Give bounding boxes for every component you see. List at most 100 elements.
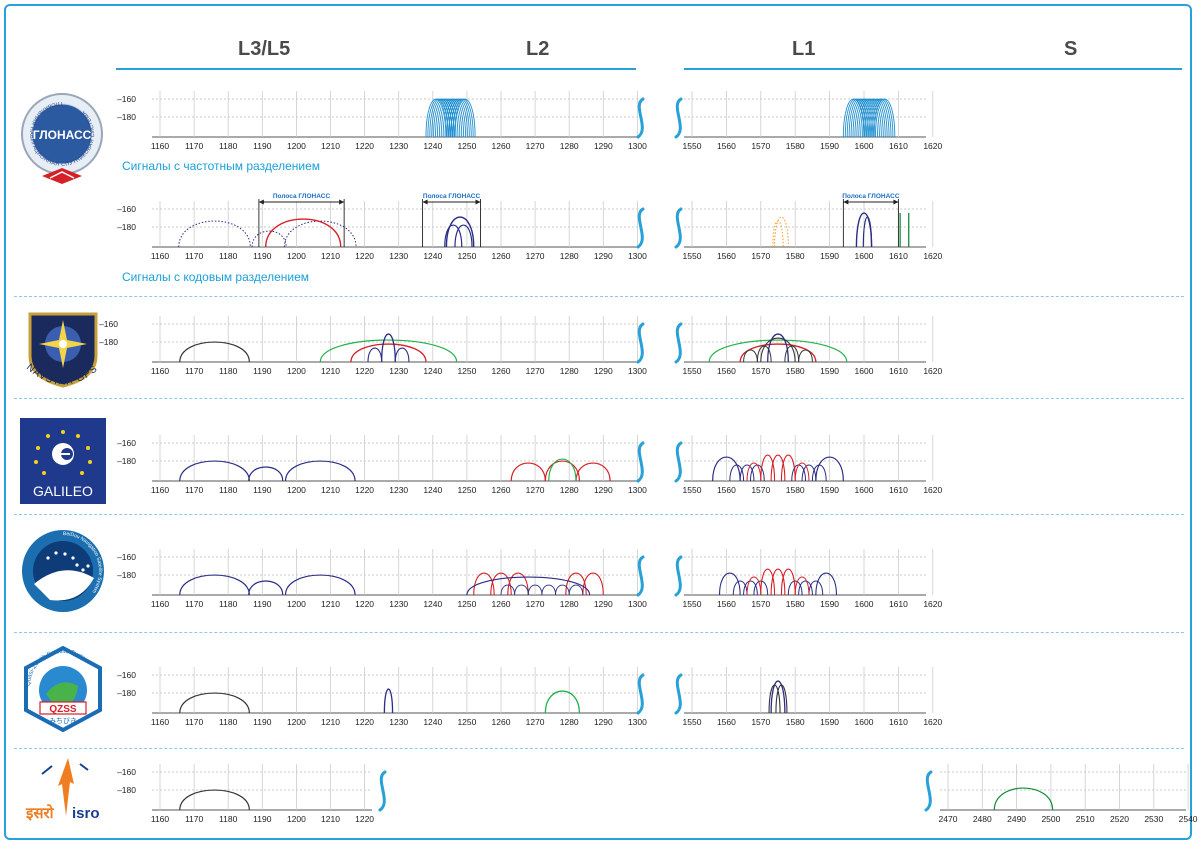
tick-label-low: 1280 bbox=[560, 485, 579, 495]
signal-lobe bbox=[454, 224, 473, 248]
tick-label-low: 1250 bbox=[457, 485, 476, 495]
tick-label-l1: 1620 bbox=[923, 251, 942, 261]
y-tick-160: –160 bbox=[117, 767, 136, 777]
tick-label-l1: 1580 bbox=[786, 251, 805, 261]
tick-label-l1: 1590 bbox=[820, 599, 839, 609]
y-tick-160: –160 bbox=[117, 438, 136, 448]
signal-lobe bbox=[787, 580, 803, 596]
tick-label-l1: 1560 bbox=[717, 251, 736, 261]
signal-lobe bbox=[768, 684, 781, 714]
tick-label-low: 1260 bbox=[492, 717, 511, 727]
tick-label-l1: 1550 bbox=[683, 485, 702, 495]
tick-label-low: 1200 bbox=[287, 599, 306, 609]
y-tick-180: –180 bbox=[117, 570, 136, 580]
tick-label-low: 1170 bbox=[185, 599, 204, 609]
signal-lobe bbox=[808, 580, 824, 596]
tick-label-low: 1290 bbox=[594, 141, 613, 151]
tick-label-l1: 1610 bbox=[889, 485, 908, 495]
signal-lobe bbox=[394, 347, 410, 363]
band-label-l3-l5: L3/L5 bbox=[238, 38, 291, 60]
separator-beidou bbox=[14, 514, 1184, 515]
tick-label-low: 1210 bbox=[321, 717, 340, 727]
qzss-logo-text: QZSS bbox=[49, 704, 77, 715]
signal-lobe bbox=[718, 572, 741, 596]
signal-lobe bbox=[739, 464, 755, 482]
tick-label-low: 1250 bbox=[457, 141, 476, 151]
y-tick-160: –160 bbox=[117, 94, 136, 104]
axis-break bbox=[674, 97, 683, 139]
tick-label-l1: 1620 bbox=[923, 717, 942, 727]
signal-lobe bbox=[448, 98, 470, 138]
band-line-upper bbox=[684, 68, 1182, 70]
tick-label-low: 1250 bbox=[457, 717, 476, 727]
tick-label-l1: 1550 bbox=[683, 366, 702, 376]
axis-break bbox=[674, 322, 683, 364]
signal-lobe bbox=[383, 688, 394, 714]
signal-lobe bbox=[780, 568, 796, 596]
band-bracket-arrow bbox=[843, 199, 849, 205]
tick-label-l1: 1600 bbox=[855, 141, 874, 151]
tick-label-low: 1260 bbox=[492, 251, 511, 261]
tick-label-l1: 1600 bbox=[855, 251, 874, 261]
tick-label-l1: 1600 bbox=[855, 717, 874, 727]
tick-label-low: 1300 bbox=[628, 251, 647, 261]
tick-label-low: 1200 bbox=[287, 366, 306, 376]
signal-lobe bbox=[284, 574, 356, 596]
tick-label-l1: 1580 bbox=[786, 141, 805, 151]
signal-lobe bbox=[454, 98, 476, 138]
y-tick-180: –180 bbox=[117, 688, 136, 698]
tick-label-low: 1190 bbox=[253, 251, 272, 261]
signal-lobe bbox=[527, 584, 543, 596]
signal-lobe bbox=[440, 98, 463, 138]
tick-label-l1: 1580 bbox=[786, 599, 805, 609]
axis-break bbox=[674, 673, 683, 715]
axis-break bbox=[378, 770, 387, 812]
signal-lobe bbox=[582, 572, 604, 596]
signal-lobe bbox=[444, 224, 463, 248]
separator-galileo bbox=[14, 398, 1184, 399]
y-tick-160: –160 bbox=[117, 204, 136, 214]
band-bracket-arrow bbox=[258, 199, 264, 205]
signal-lobe bbox=[446, 98, 468, 138]
signal-lobe bbox=[784, 345, 800, 363]
glonass-logo-text: ГЛОНАСС bbox=[33, 128, 92, 142]
axis-break bbox=[636, 441, 645, 483]
signal-lobe bbox=[179, 341, 250, 363]
signal-lobe bbox=[798, 580, 813, 596]
signal-lobe bbox=[871, 98, 894, 138]
tick-label-low: 1170 bbox=[185, 366, 204, 376]
tick-label-low: 1230 bbox=[389, 599, 408, 609]
signal-lobe bbox=[815, 572, 838, 596]
signal-lobe bbox=[746, 462, 762, 482]
tick-label-l1: 1570 bbox=[751, 599, 770, 609]
tick-label-low-short: 1220 bbox=[355, 814, 374, 824]
signal-lobe bbox=[866, 98, 888, 138]
band-label-l1: L1 bbox=[792, 38, 816, 60]
tick-label-low: 1160 bbox=[151, 717, 170, 727]
tick-label-l1: 1620 bbox=[923, 599, 942, 609]
tick-label-low: 1220 bbox=[355, 599, 374, 609]
isro-hindi-text: इसरो bbox=[25, 804, 55, 822]
axis-break bbox=[674, 207, 683, 249]
tick-label-low: 1260 bbox=[492, 366, 511, 376]
signal-lobe bbox=[712, 456, 741, 482]
signal-lobe bbox=[248, 580, 284, 596]
tick-label-low-short: 1200 bbox=[287, 814, 306, 824]
tick-label-low: 1200 bbox=[287, 141, 306, 151]
tick-label-low: 1280 bbox=[560, 251, 579, 261]
tick-label-l1: 1590 bbox=[820, 251, 839, 261]
tick-label-s: 2540 bbox=[1179, 814, 1198, 824]
band-label-l2: L2 bbox=[526, 38, 550, 60]
tick-label-l1: 1610 bbox=[889, 366, 908, 376]
signal-lobe bbox=[445, 216, 475, 248]
tick-label-low: 1240 bbox=[423, 141, 442, 151]
axis-break bbox=[674, 441, 683, 483]
tick-label-l1: 1570 bbox=[751, 366, 770, 376]
signal-lobe bbox=[381, 333, 396, 363]
signal-lobe bbox=[319, 339, 458, 363]
signal-lobe bbox=[436, 98, 459, 138]
separator-gps bbox=[14, 296, 1184, 297]
signal-lobe bbox=[555, 584, 570, 596]
tick-label-l1: 1570 bbox=[751, 251, 770, 261]
signal-lobe bbox=[251, 230, 287, 248]
